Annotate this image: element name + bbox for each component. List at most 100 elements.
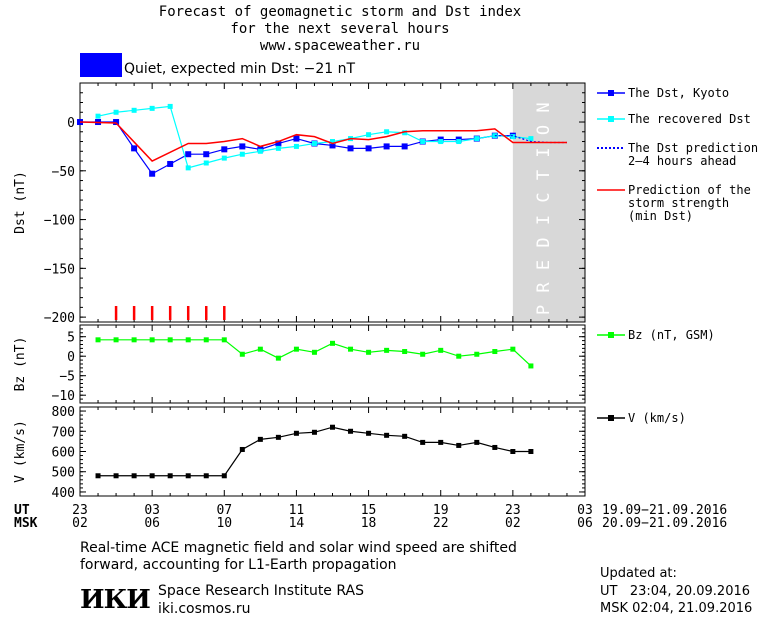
data-point bbox=[348, 428, 354, 434]
data-point bbox=[311, 140, 317, 146]
ut-tick-label: 03 bbox=[144, 503, 160, 518]
data-point bbox=[311, 349, 317, 355]
y-tick-label: 0 bbox=[67, 116, 75, 131]
y-tick-label: 800 bbox=[52, 405, 75, 420]
data-point bbox=[293, 143, 299, 149]
legend-storm-strength: Prediction of the bbox=[628, 183, 751, 197]
data-point bbox=[474, 136, 480, 142]
data-point bbox=[420, 439, 426, 445]
msk-tick-label: 02 bbox=[72, 516, 88, 531]
data-point bbox=[438, 139, 444, 145]
data-point bbox=[366, 349, 372, 355]
data-point bbox=[275, 434, 281, 440]
data-point bbox=[420, 351, 426, 357]
legend-marker bbox=[608, 90, 614, 96]
plot-frame-bz bbox=[79, 324, 586, 404]
data-point bbox=[131, 337, 137, 343]
data-point bbox=[149, 170, 156, 177]
data-point bbox=[113, 473, 119, 479]
data-point bbox=[402, 349, 408, 355]
data-point bbox=[456, 139, 462, 145]
institute-site[interactable]: iki.cosmos.ru bbox=[158, 601, 251, 617]
updated-msk: MSK 02:04, 21.09.2016 bbox=[600, 601, 753, 616]
data-point bbox=[113, 337, 119, 343]
prediction-letter: D bbox=[534, 237, 554, 247]
y-tick-label: −150 bbox=[44, 262, 75, 277]
chart-title-line-1: Forecast of geomagnetic storm and Dst in… bbox=[158, 4, 522, 20]
y-tick-label: 700 bbox=[52, 425, 75, 440]
y-axis-label: Bz (nT) bbox=[13, 337, 28, 392]
chart-title-line-3: www.spaceweather.ru bbox=[259, 38, 421, 54]
chart-svg: P R E D I C T I O N 0 −50 −100 −150 −200 Dst (nT) 5 0 −5 −1… bbox=[13, 82, 758, 531]
data-point bbox=[365, 145, 372, 152]
legend-storm-strength: (min Dst) bbox=[628, 209, 693, 223]
data-point bbox=[384, 432, 390, 438]
data-point bbox=[167, 103, 173, 109]
data-point bbox=[456, 442, 462, 448]
data-point bbox=[438, 347, 444, 353]
data-point bbox=[528, 449, 534, 454]
prediction-letter: C bbox=[534, 192, 554, 202]
data-point bbox=[510, 346, 516, 352]
series-line bbox=[79, 121, 567, 162]
y-tick-label: −10 bbox=[52, 389, 75, 404]
footer-note-line-2: forward, accounting for L1-Earth propaga… bbox=[80, 557, 397, 573]
data-point bbox=[383, 143, 390, 150]
data-point bbox=[113, 119, 120, 126]
prediction-letter: N bbox=[534, 102, 554, 112]
legend-dst-prediction: The Dst prediction bbox=[628, 141, 758, 155]
legend-marker bbox=[608, 116, 614, 122]
data-point bbox=[528, 136, 534, 142]
data-point bbox=[402, 433, 408, 439]
data-point bbox=[329, 142, 336, 149]
msk-axis-label: MSK bbox=[14, 516, 38, 531]
y-tick-label: 400 bbox=[52, 486, 75, 501]
data-point bbox=[239, 151, 245, 157]
data-point bbox=[95, 337, 101, 343]
data-point bbox=[203, 160, 209, 166]
status-color-box bbox=[80, 53, 122, 77]
data-point bbox=[275, 355, 281, 361]
data-point bbox=[366, 430, 372, 436]
msk-tick-label: 06 bbox=[144, 516, 160, 531]
ut-date-range: 19.09−21.09.2016 bbox=[602, 503, 727, 518]
legend-marker bbox=[608, 415, 614, 421]
prediction-letter: P bbox=[534, 305, 554, 315]
data-point bbox=[384, 347, 390, 353]
data-point bbox=[330, 139, 335, 145]
msk-tick-label: 14 bbox=[289, 516, 305, 531]
prediction-letter: E bbox=[534, 260, 554, 270]
data-point bbox=[275, 145, 281, 151]
data-point bbox=[510, 134, 516, 140]
data-point bbox=[293, 135, 300, 142]
msk-tick-label: 18 bbox=[361, 516, 377, 531]
data-point bbox=[492, 349, 498, 355]
prediction-letter: T bbox=[534, 170, 554, 180]
data-point bbox=[474, 439, 480, 445]
prediction-letter: O bbox=[534, 125, 554, 135]
data-point bbox=[131, 145, 138, 152]
y-tick-label: 0 bbox=[67, 350, 75, 365]
data-point bbox=[167, 473, 173, 479]
data-point bbox=[221, 146, 228, 153]
data-point bbox=[384, 129, 390, 135]
prediction-letter: I bbox=[534, 215, 554, 225]
iki-logo: ИКИ bbox=[80, 585, 151, 615]
data-point bbox=[275, 140, 282, 147]
msk-tick-label: 06 bbox=[577, 516, 593, 531]
ut-tick-label: 15 bbox=[361, 503, 377, 518]
data-point bbox=[95, 113, 101, 119]
data-point bbox=[402, 130, 408, 136]
data-point bbox=[167, 160, 174, 167]
ut-axis-label: UT bbox=[14, 503, 30, 518]
data-point bbox=[149, 337, 155, 343]
data-point bbox=[330, 424, 335, 430]
data-point bbox=[293, 346, 299, 352]
legend-dst-kyoto: The Dst, Kyoto bbox=[628, 86, 729, 100]
legend-bz: Bz (nT, GSM) bbox=[628, 328, 715, 342]
legend-v: V (km/s) bbox=[628, 411, 686, 425]
data-point bbox=[366, 132, 372, 138]
data-point bbox=[239, 446, 245, 452]
data-point bbox=[456, 353, 462, 359]
data-point bbox=[185, 151, 192, 158]
